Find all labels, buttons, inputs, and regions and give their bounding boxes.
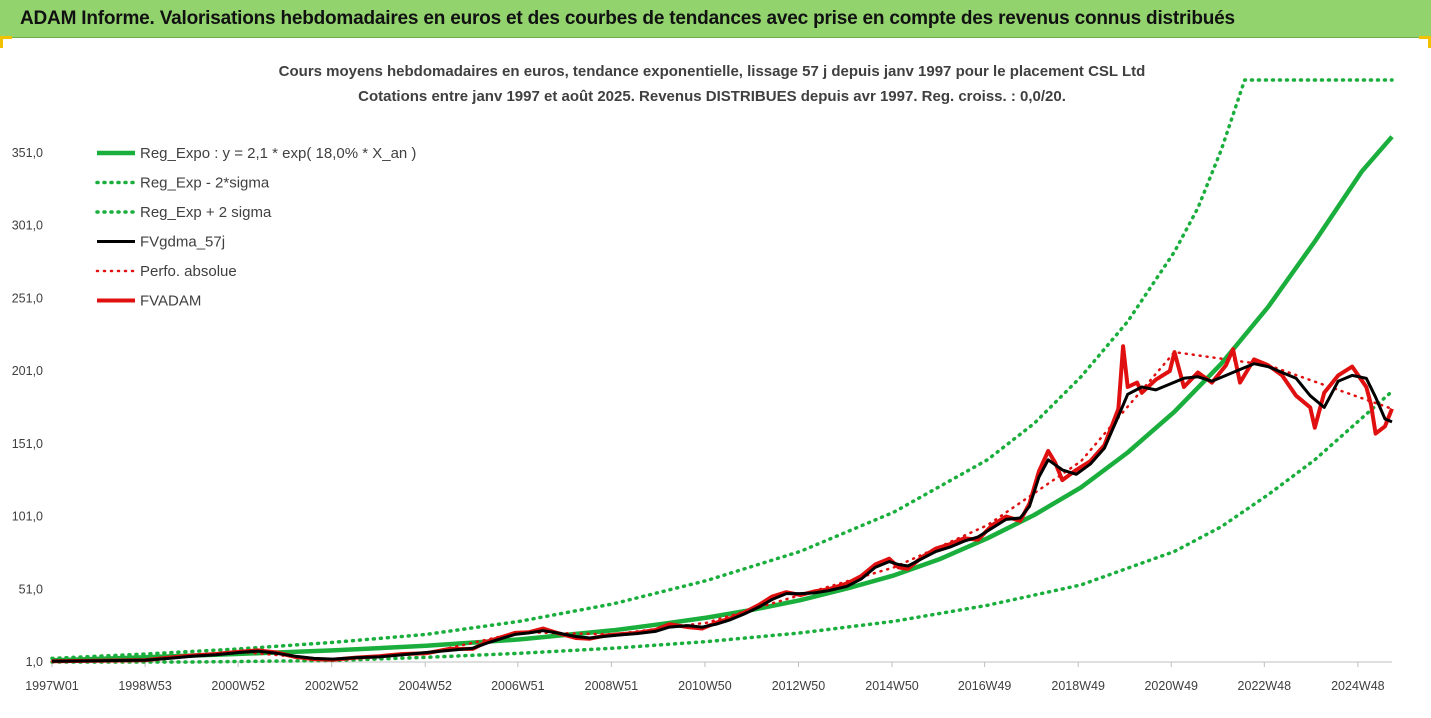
chart: Cours moyens hebdomadaires en euros, ten…	[12, 63, 1394, 693]
x-tick-label: 2016W49	[958, 679, 1012, 693]
legend-label: Reg_Exp + 2 sigma	[140, 204, 272, 221]
legend-label: FVgdma_57j	[140, 234, 225, 251]
x-tick-label: 2012W50	[772, 679, 826, 693]
x-tick-label: 2008W51	[585, 679, 639, 693]
y-tick-label: 51,0	[19, 582, 43, 596]
corner-marker-left-vertical	[0, 36, 3, 48]
legend: Reg_Expo : y = 2,1 * exp( 18,0% * X_an )…	[95, 145, 416, 310]
chart-subtitle: Cotations entre janv 1997 et août 2025. …	[358, 88, 1066, 105]
y-tick-label: 151,0	[12, 437, 43, 451]
x-tick-label: 2010W50	[678, 679, 732, 693]
x-tick-label: 2020W49	[1144, 679, 1198, 693]
x-tick-label: 2006W51	[491, 679, 545, 693]
y-tick-label: 101,0	[12, 510, 43, 524]
corner-marker-right-horizontal	[1419, 36, 1431, 39]
axes: 1,0 51,0 101,0 151,0 201,0 251,0 301,0 351,0 199…	[12, 146, 1392, 693]
legend-label: Perfo. absolue	[140, 263, 237, 280]
x-tick-label: 2018W49	[1051, 679, 1105, 693]
y-tick-label: 251,0	[12, 291, 43, 305]
series-line-reg-exp-2-sigma	[50, 389, 1394, 664]
legend-label: Reg_Exp - 2*sigma	[140, 175, 270, 192]
y-tick-label: 351,0	[12, 146, 43, 160]
x-tick-label: 2002W52	[305, 679, 359, 693]
x-tick-label: 2014W50	[865, 679, 919, 693]
x-tick-label: 1997W01	[25, 679, 79, 693]
legend-label: Reg_Expo : y = 2,1 * exp( 18,0% * X_an )	[140, 145, 416, 162]
corner-marker-right-vertical	[1428, 36, 1431, 48]
series-line-perfo-absolue	[50, 350, 1394, 663]
y-tick-label: 1,0	[26, 655, 43, 669]
x-tick-label: 2022W48	[1238, 679, 1292, 693]
y-tick-label: 301,0	[12, 219, 43, 233]
x-tick-label: 2004W52	[398, 679, 452, 693]
x-tick-label: 1998W53	[118, 679, 172, 693]
header-bar: ADAM Informe. Valorisations hebdomadaire…	[0, 0, 1431, 38]
x-tick-label: 2000W52	[211, 679, 265, 693]
corner-marker-left-horizontal	[0, 36, 12, 39]
chart-title: Cours moyens hebdomadaires en euros, ten…	[279, 63, 1146, 80]
series-line-reg-exp-2-sigma	[50, 78, 1394, 661]
y-tick-label: 201,0	[12, 364, 43, 378]
header-title: ADAM Informe. Valorisations hebdomadaire…	[20, 8, 1235, 29]
series-line-fvgdma-57j	[51, 362, 1393, 663]
x-tick-label: 2024W48	[1331, 679, 1385, 693]
legend-label: FVADAM	[140, 293, 201, 310]
series-layer	[50, 78, 1394, 664]
